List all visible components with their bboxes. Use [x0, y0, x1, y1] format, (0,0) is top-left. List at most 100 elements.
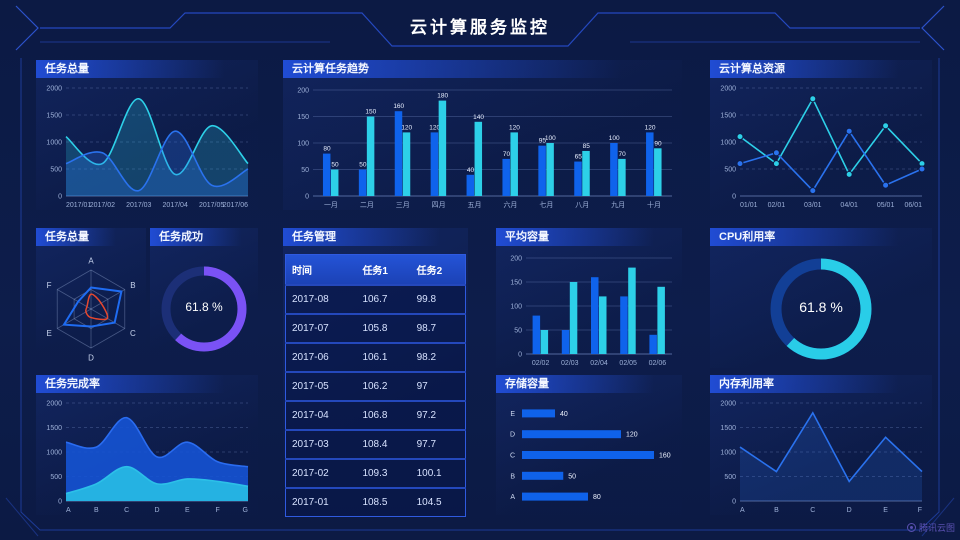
svg-text:05/01: 05/01 — [877, 202, 895, 209]
table-cell: 2017-07 — [285, 313, 357, 343]
panel-title-memory-utilization: 内存利用率 — [710, 375, 932, 393]
svg-text:150: 150 — [365, 109, 376, 116]
svg-text:150: 150 — [297, 114, 309, 121]
svg-text:2017/05: 2017/05 — [199, 202, 224, 209]
svg-text:01/01: 01/01 — [740, 202, 758, 209]
panel-title-task-total-radar: 任务总量 — [36, 228, 130, 246]
svg-text:二月: 二月 — [360, 201, 374, 209]
memory-utilization-line-chart[interactable]: 0 500 1000 1500 2000 A B C D E F — [710, 393, 932, 515]
svg-text:一月: 一月 — [324, 201, 338, 209]
panel-memory-utilization: 内存利用率 0 500 1000 1500 2000 A B C D E F — [710, 375, 932, 515]
svg-text:50: 50 — [301, 167, 309, 174]
task-total-area-chart[interactable]: 0 500 1000 1500 2000 2017/01 2017/02 2017/03 201… — [36, 78, 258, 210]
svg-text:1500: 1500 — [46, 425, 62, 432]
svg-text:50: 50 — [359, 162, 367, 169]
table-cell: 97.7 — [410, 429, 466, 459]
svg-text:B: B — [94, 507, 99, 514]
svg-text:500: 500 — [50, 474, 62, 481]
cpu-utilization-donut-chart[interactable] — [710, 246, 932, 368]
svg-text:B: B — [130, 281, 135, 290]
svg-text:70: 70 — [503, 151, 511, 158]
svg-text:06/01: 06/01 — [904, 202, 922, 209]
svg-text:140: 140 — [473, 114, 484, 121]
svg-text:2000: 2000 — [46, 401, 62, 408]
svg-text:G: G — [243, 507, 248, 514]
panel-storage-capacity: 存储容量 E 40 D 120 C 160 B 50 A 80 — [496, 375, 682, 515]
svg-text:E: E — [46, 329, 51, 338]
svg-text:120: 120 — [509, 124, 520, 131]
svg-text:04/01: 04/01 — [840, 202, 858, 209]
svg-text:03/01: 03/01 — [804, 202, 822, 209]
panel-total-resources: 云计算总资源 0 500 1000 1500 2000 01/01 02/01 03/01 04… — [710, 60, 932, 210]
panel-task-management: 任务管理 时间 任务1 任务2 2017-08 106.7 99.8 2017-07 105… — [283, 228, 468, 517]
svg-text:六月: 六月 — [503, 200, 517, 209]
svg-text:F: F — [47, 281, 52, 290]
table-cell: 108.5 — [356, 487, 411, 517]
svg-text:1000: 1000 — [720, 140, 736, 147]
svg-text:A: A — [510, 494, 515, 501]
task-table: 时间 任务1 任务2 2017-08 106.7 99.8 2017-07 105.8 98.… — [285, 254, 466, 517]
table-row: 2017-01 108.5 104.5 — [285, 487, 466, 517]
table-cell: 2017-02 — [285, 458, 357, 488]
svg-text:C: C — [510, 453, 515, 460]
svg-text:02/04: 02/04 — [590, 360, 608, 367]
svg-text:A: A — [88, 257, 94, 266]
svg-text:1500: 1500 — [720, 113, 736, 120]
svg-text:150: 150 — [510, 280, 522, 287]
cloud-task-trend-bar-chart[interactable]: 0 50 100 150 200 一月 二月 三月 四月 五月 六月 七月 八月 九月 十月 80 50 160 1… — [283, 78, 682, 210]
svg-text:2017/06: 2017/06 — [223, 202, 248, 209]
svg-text:2000: 2000 — [46, 86, 62, 93]
svg-text:02/02: 02/02 — [532, 360, 550, 367]
average-capacity-bar-chart[interactable]: 0 50 100 150 200 02/02 02/03 02/04 02/05 02/06 — [496, 246, 682, 368]
svg-text:120: 120 — [401, 124, 412, 131]
svg-text:40: 40 — [467, 167, 475, 174]
svg-text:E: E — [510, 411, 515, 418]
svg-text:95: 95 — [539, 138, 547, 145]
total-resources-line-chart[interactable]: 0 500 1000 1500 2000 01/01 02/01 03/01 04/01 05/0… — [710, 78, 932, 210]
table-cell: 105.8 — [356, 313, 411, 343]
panel-task-success: 任务成功 61.8 % — [150, 228, 258, 368]
svg-text:02/05: 02/05 — [619, 360, 637, 367]
task-success-donut-chart[interactable] — [150, 246, 258, 368]
svg-text:65: 65 — [575, 154, 583, 161]
panel-cpu-utilization: CPU利用率 61.8 % — [710, 228, 932, 368]
svg-text:50: 50 — [331, 162, 339, 169]
task-completion-area-chart[interactable]: 0 500 1000 1500 2000 A B C D E F G — [36, 393, 258, 515]
svg-text:1500: 1500 — [46, 113, 62, 120]
svg-text:80: 80 — [593, 494, 601, 501]
table-row: 2017-07 105.8 98.7 — [285, 313, 466, 343]
panel-title-storage-capacity: 存储容量 — [496, 375, 682, 393]
table-cell: 100.1 — [410, 458, 466, 488]
svg-text:02/06: 02/06 — [649, 360, 667, 367]
svg-text:120: 120 — [645, 124, 656, 131]
svg-text:200: 200 — [297, 88, 309, 95]
table-row: 2017-08 106.7 99.8 — [285, 284, 466, 314]
svg-text:2000: 2000 — [720, 86, 736, 93]
svg-text:E: E — [185, 507, 190, 514]
svg-text:C: C — [124, 507, 129, 514]
svg-text:1000: 1000 — [46, 140, 62, 147]
svg-text:90: 90 — [654, 140, 662, 147]
svg-text:120: 120 — [626, 432, 638, 439]
svg-text:50: 50 — [514, 328, 522, 335]
table-cell: 109.3 — [356, 458, 411, 488]
storage-capacity-hbar-chart[interactable]: E 40 D 120 C 160 B 50 A 80 — [496, 393, 682, 515]
svg-text:2017/03: 2017/03 — [126, 202, 151, 209]
svg-text:1000: 1000 — [720, 450, 736, 457]
table-row: 2017-05 106.2 97 — [285, 371, 466, 401]
panel-task-completion: 任务完成率 0 500 1000 1500 2000 A B C D E F G — [36, 375, 258, 515]
svg-text:D: D — [510, 432, 515, 439]
panel-task-total-trend: 任务总量 0 500 1000 1500 2000 2017/01 2017/02 2017/… — [36, 60, 258, 210]
table-cell: 2017-01 — [285, 487, 357, 517]
table-cell: 2017-08 — [285, 284, 357, 314]
svg-text:F: F — [918, 507, 922, 514]
panel-title-task-completion: 任务完成率 — [36, 375, 258, 393]
svg-text:02/03: 02/03 — [561, 360, 579, 367]
svg-text:1500: 1500 — [720, 425, 736, 432]
table-cell: 106.7 — [356, 284, 411, 314]
svg-text:0: 0 — [518, 352, 522, 359]
table-column-header: 任务1 — [362, 266, 388, 277]
panel-title-total-resources: 云计算总资源 — [710, 60, 932, 78]
task-total-radar-chart[interactable]: A B C D E F — [36, 246, 146, 368]
